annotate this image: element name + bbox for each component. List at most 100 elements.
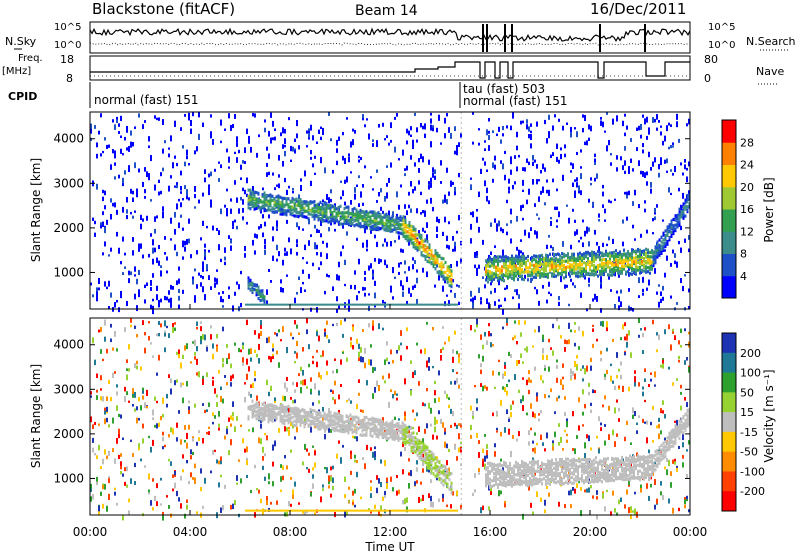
power-band2-cell-2667: [589, 252, 591, 256]
power-band0-cell-1909: [373, 220, 376, 224]
power-noise-cell-1405: [658, 172, 660, 178]
velocity-noise-cell-1183: [564, 504, 566, 509]
velocity-noise-cell-657: [342, 351, 344, 354]
power-noise-cell-614: [336, 148, 338, 153]
power-noise-cell-1326: [628, 170, 630, 174]
power-band1-cell-2048: [410, 230, 413, 234]
velocity-noise-cell-1297: [606, 347, 608, 352]
power-noise-cell-198: [164, 251, 166, 255]
power-band2-cell-2824: [625, 264, 627, 268]
velocity-noise-cell-1443: [664, 466, 666, 470]
velocity-noise-cell-590: [318, 335, 320, 341]
power-noise-cell-1039: [510, 125, 512, 131]
power-ground-cell-3187: [392, 303, 396, 306]
power-band3-cell-3055: [680, 205, 683, 209]
power-band3-cell-3026: [672, 227, 675, 231]
velocity-noise-cell-3: [90, 496, 92, 502]
velocity-noise-cell-1418: [654, 461, 656, 465]
velocity-noise-cell-1407: [650, 378, 652, 382]
power-noise-cell-140: [144, 284, 146, 289]
power-band0-cell-1835: [351, 209, 354, 214]
power-band2-cell-2258: [497, 261, 499, 265]
power-noise-cell-1005: [498, 299, 500, 302]
power-band2-cell-2784: [615, 254, 617, 259]
power-ground-cell-3141: [277, 303, 281, 306]
power-noise-cell-1224: [582, 127, 584, 133]
power-noise-cell-471: [276, 224, 278, 229]
velocity-noise-cell-441: [262, 457, 264, 461]
power-band1-cell-2101: [424, 247, 427, 252]
power-band2-cell-2403: [531, 270, 533, 275]
power-noise-cell-1191: [570, 170, 572, 173]
power-band1-cell-2039: [408, 227, 411, 232]
velocity-noise-cell-1005: [488, 323, 490, 327]
power-noise-cell-1049: [514, 155, 516, 159]
velocity-noise-cell-343: [220, 474, 222, 478]
power-noise-cell-860: [430, 177, 432, 183]
velocity-noise-cell-144: [144, 402, 146, 409]
power-band0-cell-1696: [311, 213, 314, 217]
velocity-noise-cell-299: [202, 505, 204, 509]
power-noise-cell-798: [410, 181, 412, 187]
power-band0-cell-1761: [329, 215, 332, 219]
power-noise-cell-1419: [664, 249, 666, 252]
velocity-noise-cell-1263: [592, 495, 594, 499]
power-noise-cell-714: [374, 234, 376, 239]
power-band0-cell-1683: [305, 200, 308, 204]
velocity-noise-cell-344: [220, 396, 222, 403]
velocity-noise-cell-1112: [536, 491, 538, 498]
velocity-noise-cell-323: [214, 388, 216, 394]
date-title: 16/Dec/2011: [590, 0, 686, 18]
velocity-noise-cell-1419: [656, 332, 658, 336]
power-band2-cell-2674: [591, 258, 593, 262]
power-band2-cell-2243: [495, 272, 497, 276]
velocity-band0-cell-1664: [295, 416, 298, 420]
power-noise-cell-1139: [548, 131, 550, 137]
power-band3-cell-3001: [666, 242, 669, 246]
power-band0-cell-1801: [341, 210, 344, 215]
power-band2-cell-2697: [597, 274, 599, 278]
velocity-noise-cell-921: [448, 404, 450, 409]
power-band2-cell-2421: [535, 266, 537, 270]
power-noise-cell-964: [480, 301, 482, 305]
velocity-noise-cell-632: [332, 323, 334, 327]
velocity-noise-cell-1331: [620, 374, 622, 380]
power-band0-cell-1946: [383, 215, 386, 219]
power-noise-cell-812: [414, 112, 416, 116]
velocity-noise-cell-1187: [566, 421, 568, 428]
power-noise-cell-258: [186, 149, 188, 156]
power-band3-cell-3011: [668, 229, 671, 234]
power-noise-cell-1421: [664, 159, 666, 164]
power-noise-cell-1301: [616, 290, 618, 294]
power-band0-cell-1737: [321, 204, 324, 209]
power-noise-cell-1093: [530, 130, 532, 133]
velocity-noise-cell-1217: [576, 355, 578, 359]
power-noise-cell-393: [240, 302, 242, 308]
velocity-noise-cell-43: [104, 418, 106, 425]
velocity-noise-cell-444: [262, 456, 264, 459]
velocity-noise-cell-560: [308, 363, 310, 368]
velocity-noise-cell-1316: [614, 407, 616, 414]
power-band2-cell-2822: [625, 272, 627, 276]
power-noise-cell-20: [98, 130, 100, 135]
power-noise-cell-369: [230, 124, 232, 131]
power-band3-cell-3048: [678, 212, 681, 216]
velocity-band0-cell-1581: [269, 403, 272, 407]
velocity-noise-cell-890: [436, 435, 438, 440]
power-noise-cell-644: [348, 156, 350, 163]
velocity-noise-cell-856: [424, 428, 426, 434]
power-noise-cell-376: [234, 113, 236, 119]
power-noise-cell-299: [202, 275, 204, 280]
power-band0-cell-1701: [313, 217, 316, 221]
velocity-noise-cell-1060: [512, 435, 514, 439]
power-band0-cell-1502: [253, 207, 256, 211]
power-noise-cell-220: [174, 120, 176, 125]
power-noise-cell-497: [284, 128, 286, 134]
power-band2-cell-2399: [529, 262, 531, 266]
velocity-noise-cell-582: [314, 462, 316, 468]
power-noise-cell-554: [310, 149, 312, 155]
power-band2-cell-2289: [505, 266, 507, 270]
velocity-noise-cell-904: [442, 422, 444, 428]
velocity-noise-cell-519: [292, 489, 294, 495]
power-noise-cell-397: [242, 217, 244, 221]
